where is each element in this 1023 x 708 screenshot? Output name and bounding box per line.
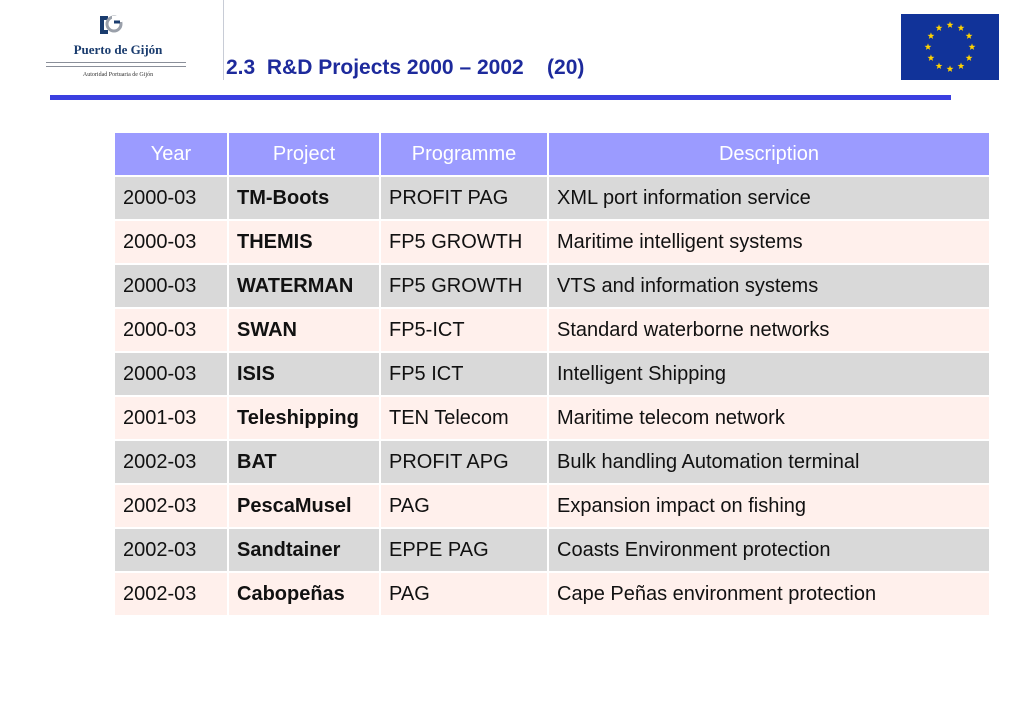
eu-star-icon: [968, 43, 976, 50]
column-header-programme: Programme: [381, 133, 547, 175]
cell-description: Coasts Environment protection: [549, 529, 989, 571]
table-row: 2000-03 WATERMAN FP5 GROWTH VTS and info…: [115, 265, 989, 307]
cell-project: Teleshipping: [229, 397, 379, 439]
cell-programme: PROFIT PAG: [381, 177, 547, 219]
table-row: 2002-03 PescaMusel PAG Expansion impact …: [115, 485, 989, 527]
header-divider: [223, 0, 224, 80]
cell-year: 2000-03: [115, 353, 227, 395]
cell-year: 2001-03: [115, 397, 227, 439]
column-header-description: Description: [549, 133, 989, 175]
table-row: 2000-03 THEMIS FP5 GROWTH Maritime intel…: [115, 221, 989, 263]
eu-star-icon: [935, 24, 943, 31]
eu-star-icon: [946, 21, 954, 28]
table-row: 2001-03 Teleshipping TEN Telecom Maritim…: [115, 397, 989, 439]
cell-year: 2000-03: [115, 309, 227, 351]
cell-description: Cape Peñas environment protection: [549, 573, 989, 615]
cell-description: Maritime intelligent systems: [549, 221, 989, 263]
logo-divider: [46, 66, 186, 67]
cell-project: THEMIS: [229, 221, 379, 263]
table-row: 2000-03 TM-Boots PROFIT PAG XML port inf…: [115, 177, 989, 219]
cell-description: Intelligent Shipping: [549, 353, 989, 395]
eu-star-icon: [924, 43, 932, 50]
port-emblem-icon: [100, 15, 123, 34]
eu-star-icon: [965, 32, 973, 39]
cell-programme: PAG: [381, 485, 547, 527]
cell-project: Cabopeñas: [229, 573, 379, 615]
cell-year: 2000-03: [115, 265, 227, 307]
table-row: 2000-03 ISIS FP5 ICT Intelligent Shippin…: [115, 353, 989, 395]
port-logo: Puerto de Gijón Autoridad Portuaria de G…: [44, 10, 192, 90]
cell-programme: PROFIT APG: [381, 441, 547, 483]
cell-description: VTS and information systems: [549, 265, 989, 307]
cell-year: 2000-03: [115, 221, 227, 263]
eu-star-icon: [965, 54, 973, 61]
cell-programme: TEN Telecom: [381, 397, 547, 439]
cell-project: WATERMAN: [229, 265, 379, 307]
cell-programme: FP5 ICT: [381, 353, 547, 395]
cell-project: ISIS: [229, 353, 379, 395]
cell-year: 2000-03: [115, 177, 227, 219]
cell-project: Sandtainer: [229, 529, 379, 571]
logo-subtitle: Autoridad Portuaria de Gijón: [82, 72, 154, 78]
cell-programme: FP5 GROWTH: [381, 265, 547, 307]
header-rule: [50, 95, 951, 100]
cell-year: 2002-03: [115, 573, 227, 615]
projects-table: Year Project Programme Description 2000-…: [113, 131, 991, 617]
logo-name: Puerto de Gijón: [73, 42, 163, 57]
cell-description: Standard waterborne networks: [549, 309, 989, 351]
eu-star-icon: [957, 62, 965, 69]
eu-star-icon: [935, 62, 943, 69]
eu-flag-icon: [901, 14, 999, 80]
cell-project: PescaMusel: [229, 485, 379, 527]
column-header-year: Year: [115, 133, 227, 175]
cell-year: 2002-03: [115, 529, 227, 571]
cell-project: BAT: [229, 441, 379, 483]
column-header-project: Project: [229, 133, 379, 175]
table-header-row: Year Project Programme Description: [115, 133, 989, 175]
cell-year: 2002-03: [115, 485, 227, 527]
cell-description: Expansion impact on fishing: [549, 485, 989, 527]
logo-divider: [46, 62, 186, 63]
table-row: 2002-03 BAT PROFIT APG Bulk handling Aut…: [115, 441, 989, 483]
eu-star-icon: [957, 24, 965, 31]
cell-project: SWAN: [229, 309, 379, 351]
cell-programme: FP5 GROWTH: [381, 221, 547, 263]
cell-project: TM-Boots: [229, 177, 379, 219]
eu-star-icon: [927, 32, 935, 39]
table-row: 2002-03 Cabopeñas PAG Cape Peñas environ…: [115, 573, 989, 615]
cell-programme: FP5-ICT: [381, 309, 547, 351]
page-title: 2.3 R&D Projects 2000 – 2002 (20): [226, 56, 585, 79]
eu-star-icon: [927, 54, 935, 61]
cell-description: Bulk handling Automation terminal: [549, 441, 989, 483]
cell-programme: EPPE PAG: [381, 529, 547, 571]
eu-star-icon: [946, 65, 954, 72]
cell-description: XML port information service: [549, 177, 989, 219]
table-row: 2002-03 Sandtainer EPPE PAG Coasts Envir…: [115, 529, 989, 571]
table-row: 2000-03 SWAN FP5-ICT Standard waterborne…: [115, 309, 989, 351]
cell-programme: PAG: [381, 573, 547, 615]
cell-year: 2002-03: [115, 441, 227, 483]
cell-description: Maritime telecom network: [549, 397, 989, 439]
